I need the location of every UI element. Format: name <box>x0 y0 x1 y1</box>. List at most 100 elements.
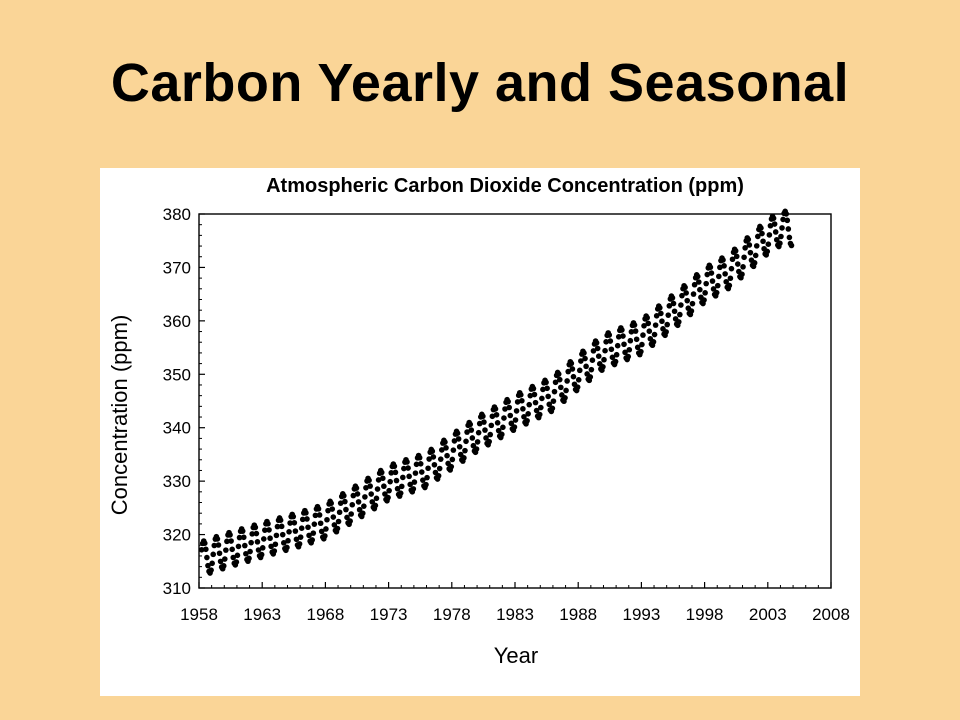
co2-data-point <box>292 528 299 534</box>
co2-data-point <box>568 360 575 367</box>
co2-data-point <box>691 281 698 288</box>
co2-data-point <box>455 436 462 442</box>
co2-data-point <box>203 546 209 553</box>
co2-data-point <box>381 483 387 490</box>
co2-data-point <box>240 534 247 541</box>
co2-data-point <box>254 539 261 545</box>
co2-data-point <box>689 300 696 307</box>
co2-data-point <box>464 429 470 435</box>
co2-data-point <box>753 243 760 249</box>
co2-data-point <box>274 523 281 530</box>
co2-data-point <box>347 518 353 524</box>
co2-data-point <box>404 459 410 465</box>
co2-data-point <box>759 230 765 237</box>
co2-data-point <box>767 222 774 229</box>
co2-data-point <box>602 347 608 354</box>
y-axis-title: Concentration (ppm) <box>107 315 132 516</box>
co2-data-point <box>640 332 646 338</box>
co2-data-point <box>393 477 400 484</box>
co2-data-point <box>746 242 753 248</box>
co2-data-point <box>659 318 665 325</box>
co2-data-point <box>280 540 287 546</box>
co2-data-point <box>741 254 747 261</box>
co2-data-point <box>286 529 292 535</box>
co2-data-point <box>722 271 728 277</box>
co2-data-point <box>397 490 404 496</box>
co2-data-point <box>520 406 526 412</box>
co2-data-point <box>215 542 222 548</box>
co2-data-point <box>375 477 382 483</box>
co2-data-point <box>544 385 550 392</box>
co2-data-point <box>217 558 224 565</box>
co2-data-point <box>284 544 290 551</box>
y-tick-label: 340 <box>163 419 191 438</box>
co2-data-point <box>361 503 367 509</box>
co2-data-point <box>694 273 701 280</box>
co2-data-point <box>526 401 533 408</box>
co2-data-point <box>344 514 350 521</box>
co2-data-point <box>463 438 469 445</box>
co2-data-point <box>532 399 539 406</box>
co2-data-point <box>272 541 279 548</box>
co2-data-point <box>450 447 457 453</box>
co2-data-point <box>780 216 786 223</box>
co2-data-point <box>578 358 584 364</box>
co2-data-point <box>562 395 568 401</box>
co2-data-point <box>229 546 235 553</box>
co2-data-point <box>211 542 218 549</box>
co2-data-point <box>574 384 581 390</box>
co2-data-point <box>426 456 432 462</box>
co2-data-point <box>309 537 316 543</box>
co2-data-point <box>771 221 778 227</box>
co2-data-point <box>536 411 543 418</box>
co2-data-point <box>519 397 525 404</box>
co2-data-point <box>614 342 621 349</box>
co2-data-point <box>220 563 227 569</box>
co2-data-point <box>486 438 492 445</box>
co2-data-point <box>707 264 714 271</box>
co2-data-point <box>784 217 791 224</box>
co2-data-point <box>551 388 558 395</box>
co2-data-point <box>287 520 293 526</box>
co2-data-point <box>507 412 514 419</box>
co2-data-point <box>247 548 253 555</box>
co2-data-point <box>678 302 684 308</box>
co2-data-point <box>770 215 777 222</box>
co2-data-point <box>752 252 759 259</box>
co2-data-point <box>456 443 463 450</box>
co2-data-point <box>242 542 248 549</box>
co2-data-point <box>437 456 444 462</box>
co2-data-point <box>709 278 716 284</box>
co2-data-point <box>234 552 241 559</box>
co2-data-point <box>378 469 385 476</box>
co2-data-point <box>710 286 717 292</box>
co2-data-point <box>243 550 249 557</box>
x-tick-label: 1983 <box>496 605 534 624</box>
co2-data-point <box>343 506 349 513</box>
co2-data-point <box>601 356 607 363</box>
co2-data-point <box>581 350 587 356</box>
co2-data-point <box>448 463 455 470</box>
co2-data-point <box>603 339 609 345</box>
co2-data-point <box>266 527 272 533</box>
co2-data-point <box>265 520 271 527</box>
x-tick-label: 1958 <box>180 605 218 624</box>
co2-data-point <box>500 424 506 431</box>
co2-data-point <box>576 367 583 374</box>
co2-data-point <box>318 528 325 535</box>
co2-data-point <box>316 512 323 518</box>
co2-data-point <box>650 339 657 345</box>
co2-data-point <box>483 435 489 441</box>
co2-data-point <box>556 376 563 383</box>
co2-data-point <box>348 511 355 517</box>
co2-data-point <box>367 483 373 489</box>
co2-chart: Atmospheric Carbon Dioxide Concentration… <box>107 175 850 668</box>
co2-data-point <box>198 546 205 553</box>
co2-data-point <box>493 411 500 418</box>
co2-data-point <box>205 562 211 569</box>
co2-data-point <box>431 461 438 468</box>
co2-data-point <box>533 407 540 414</box>
co2-data-point <box>312 512 319 519</box>
x-tick-label: 1963 <box>243 605 281 624</box>
co2-data-point <box>476 420 483 427</box>
